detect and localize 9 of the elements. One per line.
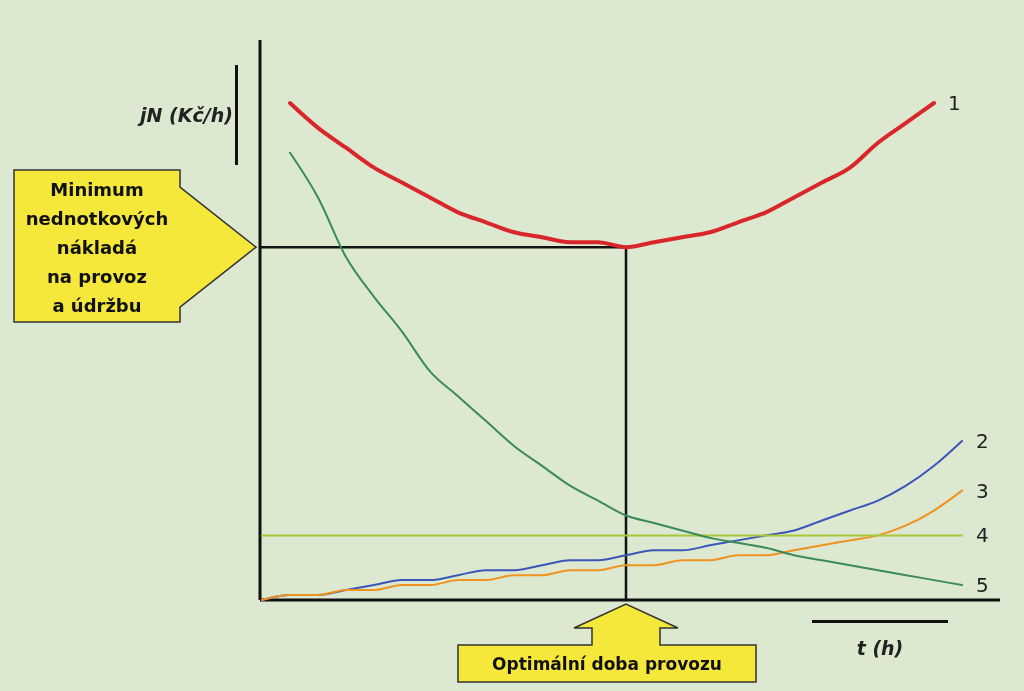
series-label: 2 bbox=[976, 428, 989, 453]
x-axis-title: t (h) bbox=[856, 637, 904, 659]
series-label: 3 bbox=[976, 478, 989, 503]
y-axis-title: jN (Kč/h) bbox=[137, 104, 233, 126]
series-label: 5 bbox=[976, 573, 989, 598]
series-label: 4 bbox=[976, 523, 989, 548]
text: Minimum nednotkových nákladá na provoz a údržbu bbox=[25, 179, 169, 316]
series-label: 1 bbox=[948, 91, 961, 115]
text: Optimální doba provozu bbox=[492, 654, 722, 674]
